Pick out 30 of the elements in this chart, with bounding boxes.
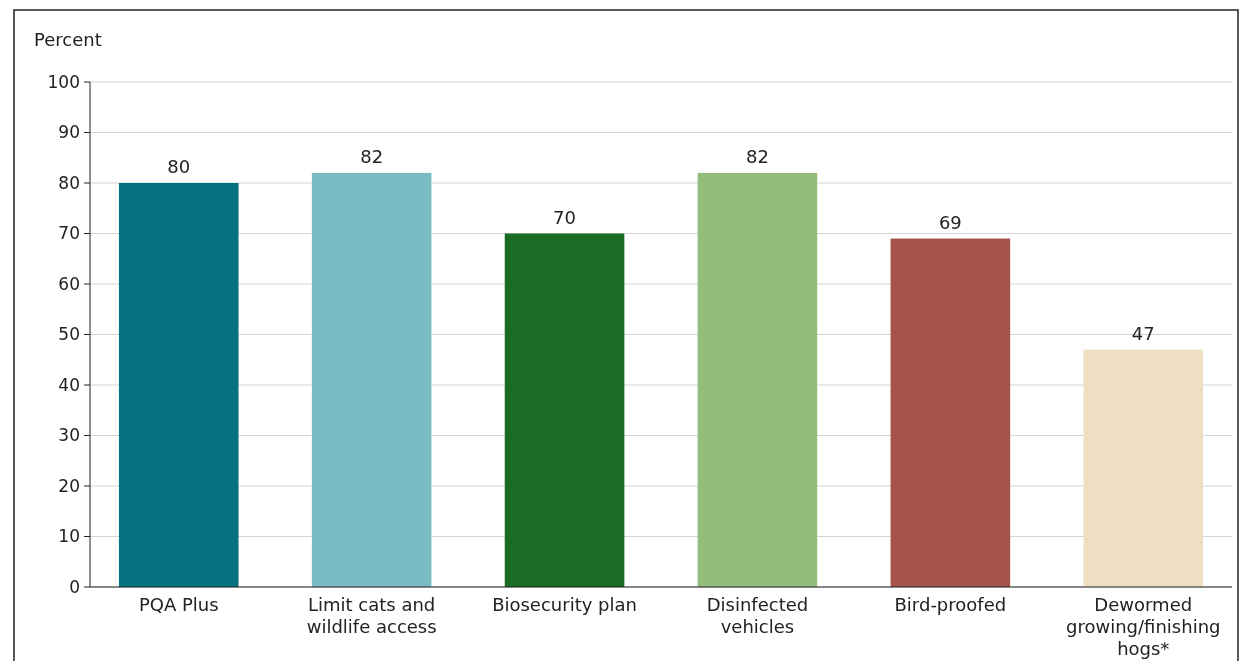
bar xyxy=(311,172,432,587)
bar xyxy=(504,233,625,587)
bar xyxy=(1083,349,1204,587)
y-tick-label: 80 xyxy=(58,172,80,193)
x-tick-label: Bird-proofed xyxy=(894,594,1007,615)
data-label: 70 xyxy=(553,206,576,228)
y-tick-label: 0 xyxy=(69,576,80,597)
y-tick-label: 30 xyxy=(58,425,80,446)
y-tick-label: 10 xyxy=(58,526,80,547)
y-tick-label: 20 xyxy=(58,475,80,496)
x-tick-label: PQA Plus xyxy=(138,594,219,615)
x-tick-label: Biosecurity plan xyxy=(492,594,637,615)
x-tick-label: Limit cats and wildlife access xyxy=(306,594,437,637)
x-tick-label: Disinfected vehicles xyxy=(706,594,809,637)
bar xyxy=(697,172,818,587)
y-tick-label: 60 xyxy=(58,273,80,294)
y-axis-title: Percent xyxy=(34,29,102,50)
bar xyxy=(118,183,239,587)
data-label: 82 xyxy=(360,145,384,167)
data-label: 69 xyxy=(938,211,962,233)
data-label: 82 xyxy=(746,145,769,167)
y-tick-label: 70 xyxy=(58,223,80,244)
data-label: 47 xyxy=(1131,322,1155,344)
y-tick-label: 40 xyxy=(58,374,80,395)
y-tick-label: 90 xyxy=(58,122,80,143)
y-tick-label: 100 xyxy=(47,71,80,92)
y-tick-label: 50 xyxy=(58,324,80,345)
x-tick-label: Dewormed growing/finishing hogs* xyxy=(1066,594,1221,659)
bar xyxy=(890,238,1011,587)
data-label: 80 xyxy=(167,156,191,177)
